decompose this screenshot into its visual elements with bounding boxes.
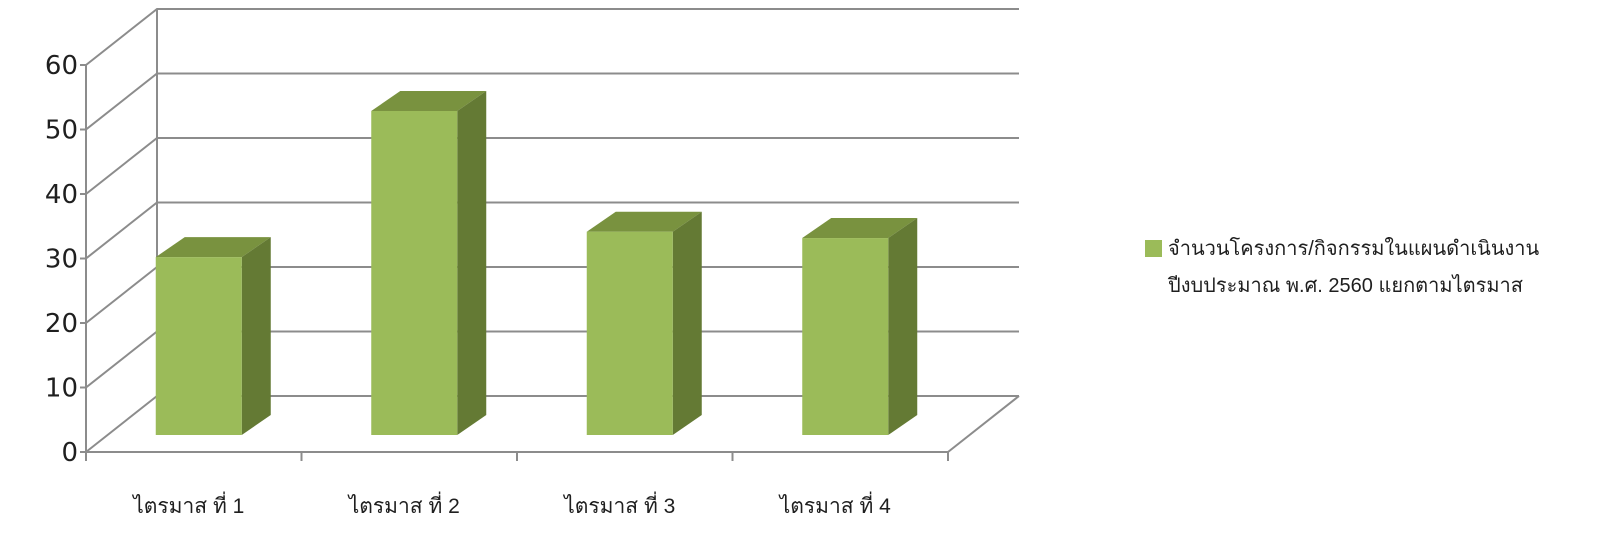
y-tick-label: 0: [61, 438, 78, 468]
gridline: [85, 8, 1019, 66]
x-axis: ไตรมาส ที่ 1 ไตรมาส ที่ 2 ไตรมาส ที่ 3 ไตรม…: [85, 452, 949, 518]
bar-top: [155, 237, 271, 258]
gridline: [85, 137, 1019, 195]
y-tick-label: 50: [45, 116, 78, 146]
y-tick-label: 60: [45, 51, 78, 81]
x-tick-label: ไตรมาส ที่ 2: [347, 491, 460, 518]
x-tick-label: ไตรมาส ที่ 4: [778, 491, 891, 518]
y-tick-label: 30: [45, 245, 78, 275]
bar-top: [802, 218, 918, 239]
y-axis: 0 10 20 30 40 50 60: [45, 51, 86, 468]
x-tick-label: ไตรมาส ที่ 3: [562, 491, 675, 518]
bar-top: [586, 211, 702, 232]
bar-side: [241, 237, 271, 435]
bar: [371, 90, 487, 435]
bar-front: [802, 238, 889, 435]
bar-front: [155, 257, 242, 435]
legend-swatch: [1145, 240, 1162, 257]
gridline: [85, 72, 1019, 131]
y-tick-label: 10: [45, 374, 78, 404]
floor-edge: [947, 395, 1020, 453]
bar-side: [888, 218, 918, 435]
bar-series: [155, 90, 918, 435]
bar: [802, 218, 918, 435]
bar-front: [586, 231, 673, 435]
bar-front: [371, 110, 458, 435]
y-tick-label: 20: [45, 309, 78, 339]
bar: [155, 237, 271, 435]
gridline: [85, 201, 1019, 260]
bar-side: [457, 90, 487, 435]
y-tick-label: 40: [45, 180, 78, 210]
legend-label: จำนวนโครงการ/กิจกรรมในแผนดำเนินงาน ปีงบป…: [1168, 238, 1540, 297]
bar: [586, 211, 702, 435]
bar-side: [672, 211, 702, 435]
bar-top: [371, 90, 487, 111]
x-tick-label: ไตรมาส ที่ 1: [131, 491, 244, 518]
